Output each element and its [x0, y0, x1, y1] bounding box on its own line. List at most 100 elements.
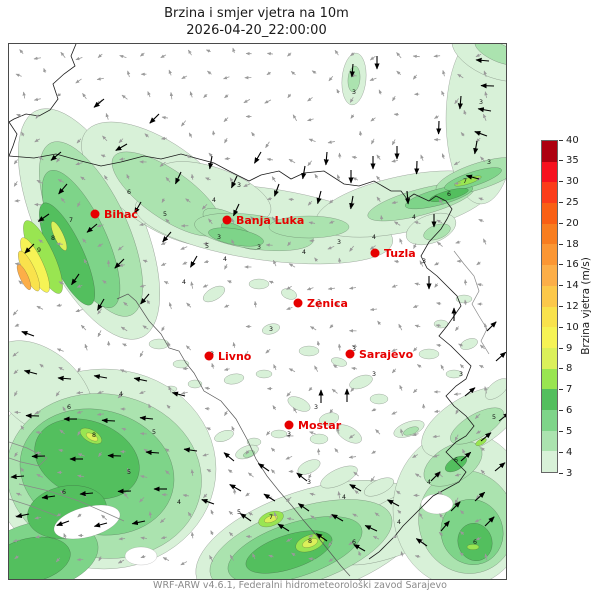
wind-arrow-weak: [56, 92, 62, 97]
wind-arrow-weak: [432, 434, 441, 439]
wind-arrow: [315, 533, 328, 542]
wind-arrow-weak: [96, 77, 104, 81]
wind-arrow-weak: [266, 196, 272, 201]
wind-arrow: [162, 231, 172, 243]
wind-arrow-weak: [148, 511, 153, 519]
colorbar-ticks: 3 4 5 6 7 8 9 10 12 14 16 18 20 25 30 35 40: [558, 135, 598, 479]
wind-arrow-weak: [288, 158, 296, 164]
contour-label: 6: [67, 404, 71, 411]
wind-arrow: [494, 462, 506, 472]
wind-arrow-weak: [203, 493, 208, 499]
wind-arrow-weak: [479, 344, 485, 350]
wind-arrow-weak: [316, 302, 320, 310]
contour-label: 4: [212, 197, 216, 204]
wind-arrow: [140, 293, 150, 305]
wind-arrow-weak: [442, 69, 446, 77]
wind-arrow-weak: [118, 537, 126, 541]
city-marker: [204, 351, 214, 361]
wind-arrow-weak: [439, 513, 444, 520]
wind-arrow-weak: [286, 391, 292, 397]
wind-arrow: [364, 525, 378, 532]
wind-arrow-weak: [227, 469, 233, 474]
wind-arrow-weak: [308, 138, 316, 142]
wind-arrow-weak: [328, 557, 334, 562]
wind-arrow-weak: [288, 368, 296, 373]
wind-arrow-weak: [418, 512, 423, 519]
colorbar-swatch: [542, 265, 557, 286]
wind-arrow-weak: [77, 430, 81, 436]
city-label: Banja Luka: [236, 214, 304, 227]
wind-arrow-weak: [244, 350, 249, 358]
wind-arrow: [465, 174, 480, 180]
wind-arrow-weak: [412, 432, 419, 437]
wind-arrow-weak: [391, 284, 398, 288]
wind-arrow-weak: [438, 531, 444, 536]
wind-arrow-weak: [435, 324, 442, 328]
wind-arrow-weak: [369, 307, 378, 312]
black-arrows: [10, 56, 506, 552]
wind-arrow-weak: [248, 512, 254, 516]
wind-arrow: [349, 484, 362, 492]
wind-arrow-weak: [329, 324, 334, 329]
wind-arrow-weak: [14, 390, 18, 397]
wind-arrow-weak: [117, 245, 124, 251]
wind-arrow-weak: [459, 552, 464, 557]
wind-arrow: [263, 493, 276, 502]
colorbar-tick: [559, 368, 563, 370]
wind-arrow-weak: [293, 407, 297, 414]
wind-arrow-weak: [316, 340, 321, 346]
colorbar-tick: [559, 201, 563, 203]
wind-arrow-weak: [265, 141, 270, 149]
wind-arrow-weak: [231, 239, 235, 247]
wind-arrow-weak: [250, 216, 255, 221]
city-label: Livno: [218, 350, 252, 363]
wind-arrow-weak: [337, 343, 342, 351]
wind-arrow-weak: [480, 156, 486, 163]
wind-arrow-weak: [224, 264, 228, 270]
wind-arrow-weak: [327, 286, 336, 291]
wind-arrow-weak: [396, 52, 402, 59]
wind-arrow-weak: [375, 429, 381, 435]
map-frame: 3 5 4 5 6 7 9 8 4 3 4 3 4 4 6 7 3 3 3 3 3 3 3 3 3 4 6 5 8 5 6 4 5 7 8 6 4 4 6 6…: [8, 43, 507, 580]
colorbar-swatch: [542, 389, 557, 410]
wind-arrow-weak: [210, 509, 214, 515]
wind-arrow-weak: [392, 95, 396, 102]
wind-arrow: [23, 369, 38, 375]
colorbar-swatch: [542, 306, 557, 328]
wind-arrow-weak: [460, 132, 465, 137]
wind-arrow-weak: [105, 112, 109, 120]
wind-arrow-weak: [397, 509, 402, 514]
city-label: Sarajevo: [359, 348, 414, 361]
colorbar-tick-label: 6: [566, 405, 573, 417]
wind-arrow-weak: [146, 299, 151, 305]
wind-arrow-weak: [190, 281, 194, 289]
wind-arrow-weak: [208, 152, 213, 157]
wind-arrow-weak: [43, 67, 47, 73]
wind-arrow-weak: [162, 557, 170, 561]
wind-arrow-weak: [288, 263, 296, 268]
wind-arrow-weak: [117, 393, 124, 399]
wind-arrow-weak: [273, 259, 277, 267]
wind-arrow-weak: [97, 330, 102, 338]
wind-arrow-weak: [329, 408, 334, 414]
wind-arrow-weak: [77, 453, 85, 457]
wind-arrow: [484, 516, 495, 527]
wind-arrow-weak: [189, 91, 194, 98]
wind-arrow-weak: [285, 455, 293, 460]
wind-arrow-weak: [187, 511, 192, 518]
wind-arrow-weak: [181, 120, 187, 127]
contour-label: 3: [459, 371, 463, 378]
wind-arrow-weak: [139, 222, 146, 227]
wind-arrow-weak: [420, 154, 424, 161]
wind-arrow-weak: [123, 492, 129, 499]
wind-arrow-weak: [228, 510, 234, 515]
title-line2: 2026-04-20_22:00:00: [186, 22, 327, 38]
wind-arrow: [457, 95, 463, 110]
contour-label: 3: [422, 258, 426, 265]
wind-arrow-weak: [76, 410, 83, 414]
wind-arrow-weak: [478, 197, 484, 201]
wind-arrow: [71, 273, 80, 286]
wind-arrow-weak: [309, 492, 316, 497]
wind-arrow-weak: [414, 221, 421, 225]
wind-arrow-weak: [307, 200, 313, 206]
